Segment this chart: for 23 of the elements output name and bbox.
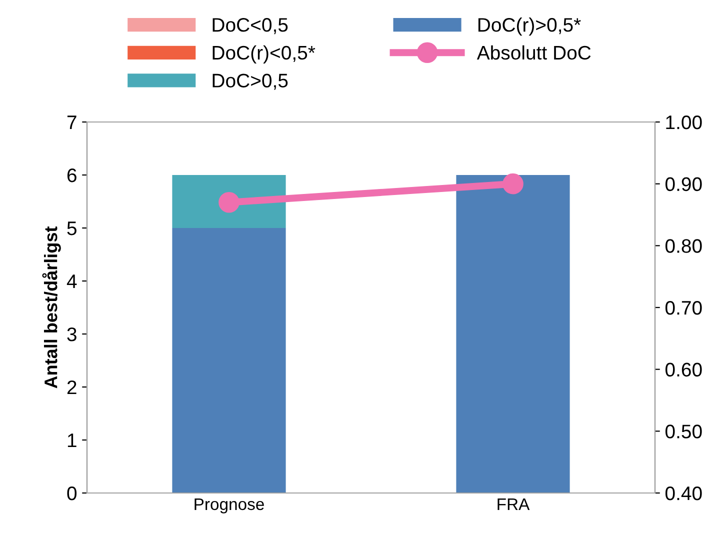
legend-label: Absolutt DoC [476,45,591,60]
legend-label: DoC(r)>0,5* [478,18,581,36]
y-tick-label: 1 [68,434,76,448]
y2-tick-label: 0.60 [665,362,702,377]
y-tick-label: 2 [67,380,76,394]
legend-label: DoC>0,5 [212,74,288,90]
y-tick-label: 7 [67,116,76,130]
y2-tick-label: 0.80 [665,239,702,253]
legend-label: DoC<0,5 [212,18,288,34]
y-tick-label: 0 [67,486,77,500]
y-axis-title: Antall best/dårligst [42,226,61,388]
x-tick-label: Prognose [194,498,264,514]
y-tick-label: 5 [67,222,76,236]
y2-tick-label: 0.70 [665,300,702,315]
y-tick-label: 6 [67,168,76,182]
y-tick-label: 3 [67,327,76,342]
y2-tick-label: 0.50 [665,424,702,438]
y2-tick-label: 0.90 [665,177,702,192]
y2-tick-label: 0.40 [665,486,702,500]
legend-label: DoC(r)<0,5* [212,45,316,64]
y2-tick-label: 1.00 [666,115,702,130]
x-tick-label: FRA [498,498,530,510]
y-tick-label: 4 [66,274,77,288]
